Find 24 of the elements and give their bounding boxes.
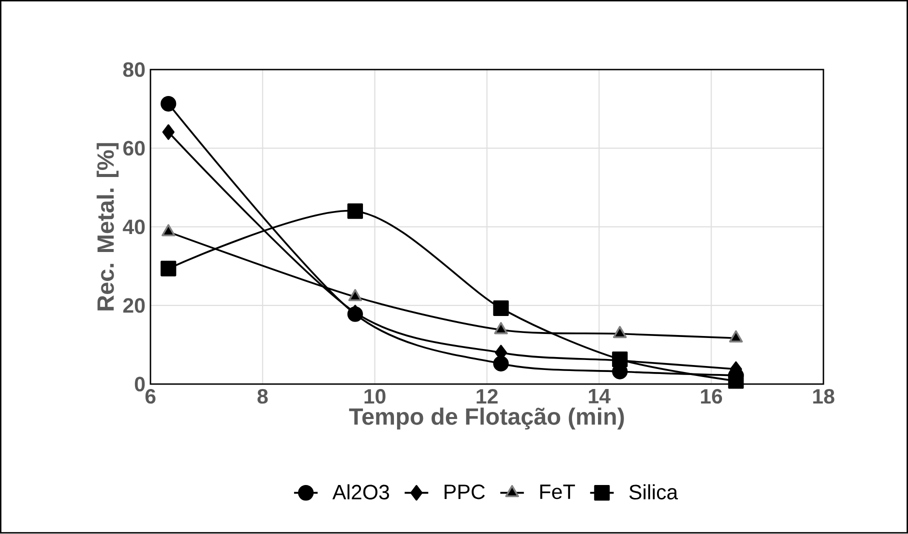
point bbox=[162, 124, 174, 140]
y-tick-label: 20 bbox=[123, 298, 145, 314]
x-tick-label: 14 bbox=[588, 389, 611, 404]
x-tick-label: 16 bbox=[701, 389, 722, 404]
legend-label: PPC bbox=[444, 484, 485, 500]
point bbox=[493, 300, 509, 316]
y-tick-label: 60 bbox=[123, 141, 145, 156]
point bbox=[160, 96, 176, 112]
x-tick-label: 18 bbox=[813, 389, 834, 404]
point bbox=[347, 204, 363, 220]
legend-label: FeT bbox=[540, 484, 575, 500]
y-tick-label: 40 bbox=[122, 220, 145, 234]
x-axis-title: Tempo de Flotação (min) bbox=[349, 408, 624, 430]
y-tick-label: 0 bbox=[134, 376, 145, 392]
y-axis-title: Rec. Metal. [%] bbox=[96, 143, 119, 311]
legend-label: Al2O3 bbox=[332, 484, 390, 500]
x-tick-label: 10 bbox=[364, 389, 386, 404]
legend-label: Silica bbox=[629, 484, 678, 500]
x-tick-label: 6 bbox=[145, 389, 156, 404]
x-tick-label: 12 bbox=[476, 389, 498, 404]
y-tick-label: 80 bbox=[123, 62, 145, 78]
x-tick-label: 8 bbox=[258, 389, 268, 404]
point bbox=[493, 356, 509, 372]
point bbox=[160, 260, 176, 277]
